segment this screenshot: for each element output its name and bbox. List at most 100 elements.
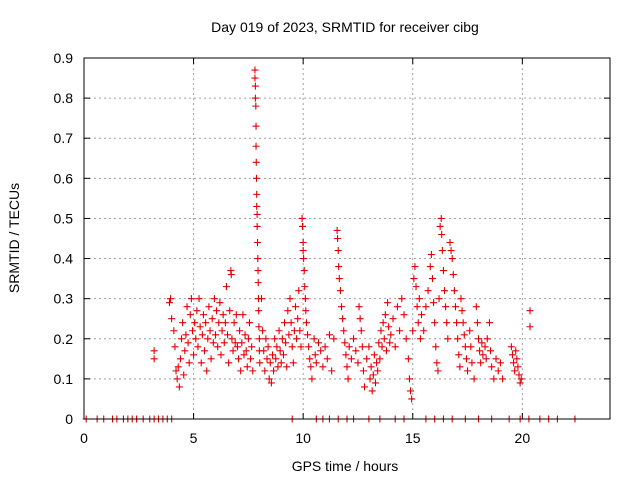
data-point	[208, 315, 216, 323]
data-point	[308, 375, 316, 383]
data-point	[284, 307, 292, 315]
data-point	[198, 331, 206, 339]
data-point	[275, 327, 283, 335]
data-point	[252, 174, 260, 182]
data-point	[291, 303, 299, 311]
data-point	[363, 355, 371, 363]
data-point	[251, 94, 259, 102]
data-point	[276, 347, 284, 355]
data-point	[460, 331, 468, 339]
data-point	[254, 255, 262, 263]
data-point	[335, 263, 343, 271]
data-point	[243, 363, 251, 371]
data-point	[286, 295, 294, 303]
data-point	[405, 375, 413, 383]
data-point	[192, 335, 200, 343]
data-point	[209, 339, 217, 347]
data-point	[385, 323, 393, 331]
y-tick-label: 0	[65, 411, 73, 427]
data-point	[150, 355, 158, 363]
data-point	[237, 367, 245, 375]
y-tick-label: 0.7	[54, 130, 74, 146]
data-point	[458, 307, 466, 315]
data-point	[456, 363, 464, 371]
data-point	[201, 347, 209, 355]
data-point	[267, 379, 275, 387]
data-point	[299, 247, 307, 255]
data-point	[345, 343, 353, 351]
data-points	[82, 66, 579, 423]
data-point	[432, 343, 440, 351]
data-point	[172, 367, 180, 375]
data-point	[396, 327, 404, 335]
data-point	[357, 327, 365, 335]
data-point	[264, 343, 272, 351]
data-point	[485, 319, 493, 327]
data-point	[462, 355, 470, 363]
data-point	[217, 351, 225, 359]
data-point	[468, 359, 476, 367]
data-point	[359, 367, 367, 375]
data-point	[278, 335, 286, 343]
data-point	[188, 327, 196, 335]
data-point	[361, 383, 369, 391]
chart-title: Day 019 of 2023, SRMTID for receiver cib…	[211, 19, 479, 35]
data-point	[220, 339, 228, 347]
data-point	[350, 335, 358, 343]
data-point	[222, 283, 230, 291]
y-tick-label: 0.1	[54, 371, 74, 387]
data-point	[430, 299, 438, 307]
data-point	[416, 335, 424, 343]
data-point	[205, 303, 213, 311]
data-point	[213, 307, 221, 315]
data-point	[492, 355, 500, 363]
data-point	[381, 311, 389, 319]
data-point	[279, 351, 287, 359]
data-point	[379, 319, 387, 327]
data-point	[367, 363, 375, 371]
data-point	[355, 303, 363, 311]
data-point	[473, 319, 481, 327]
y-tick-label: 0.9	[54, 50, 74, 66]
data-point	[228, 335, 236, 343]
data-point	[301, 295, 309, 303]
data-point	[358, 343, 366, 351]
data-point	[377, 327, 385, 335]
data-point	[260, 347, 268, 355]
data-point	[512, 347, 520, 355]
data-point	[251, 74, 259, 82]
data-point	[168, 315, 176, 323]
data-point	[299, 222, 307, 230]
data-point	[227, 271, 235, 279]
x-tick-label: 15	[405, 430, 421, 446]
data-point	[483, 335, 491, 343]
data-point	[459, 319, 467, 327]
data-point	[274, 363, 282, 371]
data-point	[517, 375, 525, 383]
data-point	[466, 327, 474, 335]
data-point	[330, 335, 338, 343]
data-point	[319, 363, 327, 371]
data-point	[443, 319, 451, 327]
data-point	[277, 359, 285, 367]
data-point	[196, 323, 204, 331]
data-point	[370, 351, 378, 359]
data-point	[378, 343, 386, 351]
data-point	[312, 359, 320, 367]
data-point	[422, 303, 430, 311]
data-point	[409, 327, 417, 335]
data-point	[265, 375, 273, 383]
data-point	[245, 319, 253, 327]
x-tick-labels: 0 5 10 15 20	[80, 430, 530, 446]
data-point	[369, 371, 377, 379]
data-point	[173, 375, 181, 383]
data-point	[341, 339, 349, 347]
data-point	[186, 311, 194, 319]
data-point	[310, 335, 318, 343]
data-point	[218, 327, 226, 335]
data-point	[431, 319, 439, 327]
data-point	[272, 355, 280, 363]
data-point	[193, 307, 201, 315]
x-tick-label: 10	[295, 430, 311, 446]
data-point	[252, 102, 260, 110]
